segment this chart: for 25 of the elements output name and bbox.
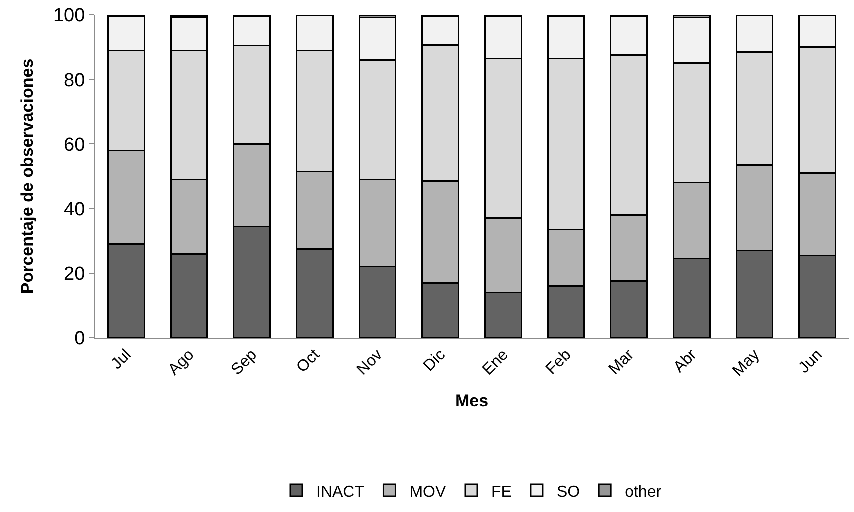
legend-label: other (625, 484, 662, 501)
y-tick-label: 40 (64, 199, 86, 220)
x-tick-label: Sep (228, 346, 261, 379)
y-tick-label: 100 (53, 6, 86, 27)
legend-label: INACT (316, 484, 365, 501)
y-tick-label: 80 (64, 70, 86, 92)
x-tick-label: Mar (606, 346, 638, 378)
x-tick-label: Oct (294, 346, 324, 376)
y-axis-title: Porcentaje de observaciones (18, 58, 38, 294)
y-tick-label: 0 (74, 328, 86, 350)
x-tick-label: Jun (796, 346, 826, 377)
x-tick-label: Abr (670, 346, 701, 376)
legend-label: FE (492, 484, 512, 501)
x-tick-label: Ene (480, 346, 512, 379)
x-tick-label: Jul (108, 346, 135, 374)
legend-label: SO (556, 484, 580, 501)
x-tick-label: May (730, 346, 764, 380)
legend-label: MOV (410, 484, 446, 501)
x-tick-label: Dic (420, 346, 450, 376)
x-axis-title: Mes (455, 391, 489, 410)
x-tick-label: Nov (354, 346, 386, 379)
y-tick-label: 20 (64, 264, 86, 286)
x-tick-label: Ago (166, 346, 198, 379)
x-tick-label: Feb (543, 346, 575, 378)
y-tick-label: 60 (64, 134, 86, 156)
